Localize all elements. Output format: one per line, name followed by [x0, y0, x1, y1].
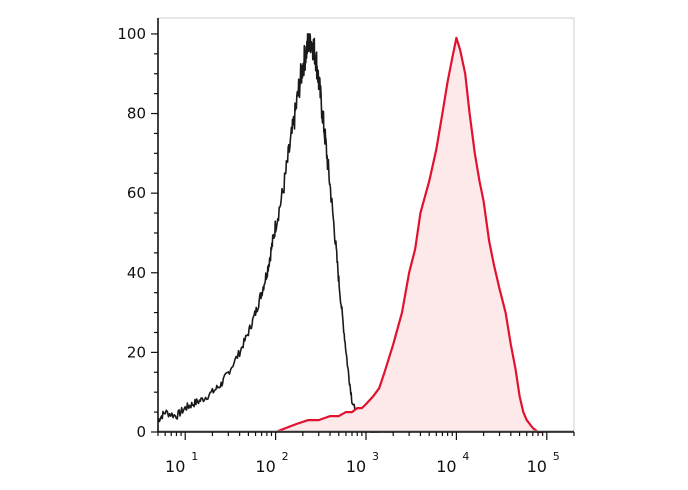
y-tick-label: 0 — [136, 423, 146, 441]
x-tick-label-exponent: 4 — [462, 450, 469, 463]
x-tick-label-base: 10 — [436, 457, 456, 476]
y-tick-label: 80 — [127, 105, 146, 123]
y-tick-label: 100 — [117, 25, 146, 43]
control-line — [157, 33, 394, 433]
x-tick-label-base: 10 — [165, 457, 185, 476]
sample-area — [275, 37, 543, 433]
x-tick-label-exponent: 2 — [282, 450, 289, 463]
x-tick-label-exponent: 3 — [372, 450, 379, 463]
axes-layer: 0 20 40 60 80 100 10 1 10 2 10 3 10 4 10 5 — [117, 18, 575, 476]
series-layer — [157, 33, 574, 434]
x-tick-label-exponent: 1 — [191, 450, 198, 463]
y-tick-label: 40 — [127, 264, 146, 282]
x-tick-label-base: 10 — [527, 457, 547, 476]
x-tick-label-base: 10 — [346, 457, 366, 476]
y-tick-label: 20 — [127, 343, 146, 361]
x-tick-label-base: 10 — [255, 457, 275, 476]
sample-line — [275, 36, 543, 434]
y-tick-label: 60 — [127, 184, 146, 202]
x-tick-label-exponent: 5 — [553, 450, 560, 463]
